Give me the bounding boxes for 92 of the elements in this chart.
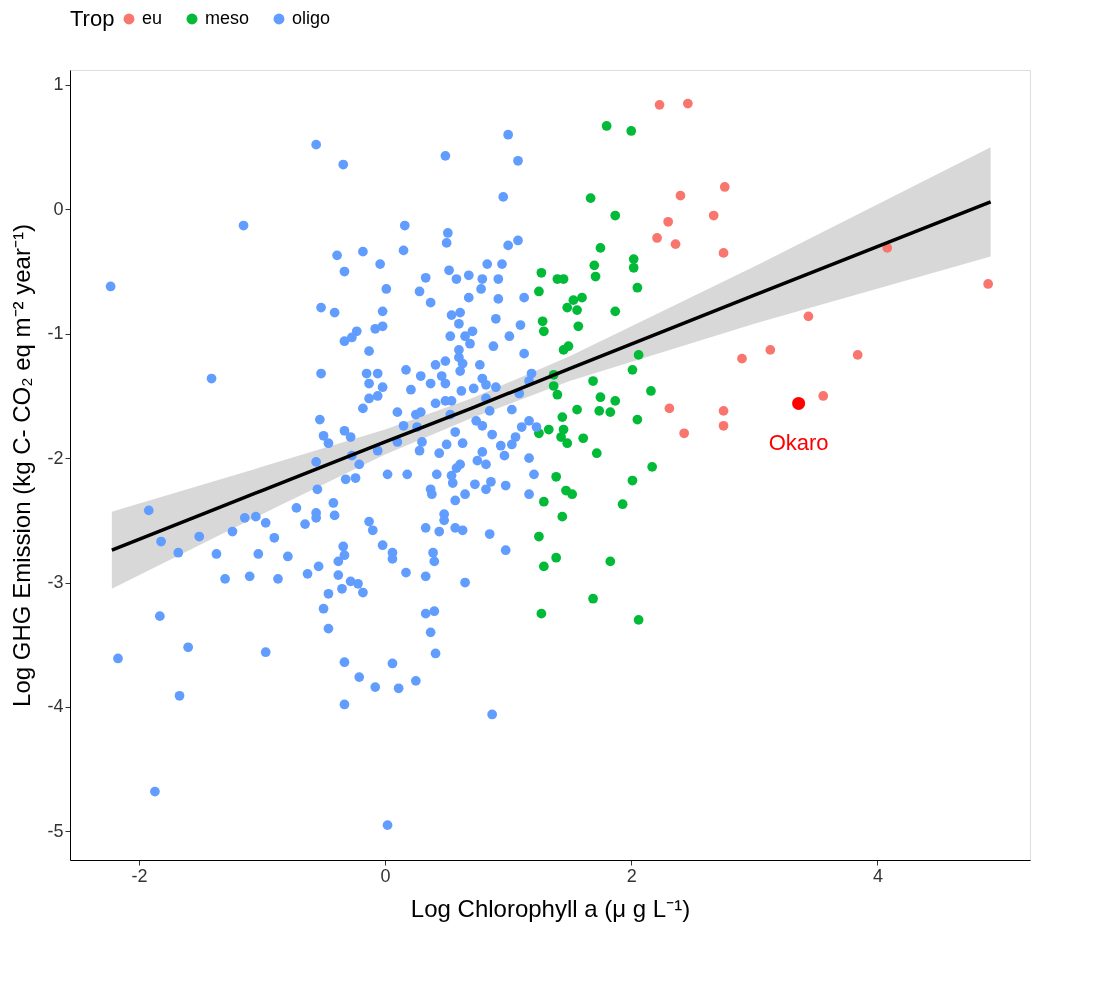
point (675, 190, 686, 201)
point (557, 511, 568, 522)
point (557, 412, 568, 422)
point (551, 552, 562, 563)
point (646, 386, 656, 396)
point (682, 98, 693, 109)
point (562, 302, 573, 313)
point (617, 499, 628, 510)
x-axis-title: Log Chlorophyll a (μ g L⁻¹) (410, 894, 691, 922)
point (632, 282, 643, 293)
point (765, 345, 776, 355)
point (647, 462, 658, 472)
legend-title: Trop (70, 6, 115, 31)
point (627, 364, 638, 375)
point (803, 311, 814, 322)
point (983, 279, 994, 289)
y-axis-title: Log GHG Emission (kg C- CO₂ eq m⁻² year⁻¹) (8, 224, 36, 707)
y-tick-label: -5 (47, 820, 64, 841)
point (594, 406, 605, 416)
legend-label: eu (142, 8, 163, 28)
line-series (110, 200, 993, 552)
point (572, 404, 582, 415)
point (536, 267, 547, 278)
point (792, 396, 806, 410)
point (818, 391, 829, 401)
point (628, 254, 639, 264)
point (595, 392, 606, 403)
point (534, 286, 544, 297)
point (556, 432, 566, 442)
point (537, 316, 548, 327)
point (852, 350, 863, 360)
point (590, 271, 601, 282)
point (572, 305, 582, 315)
annotation: Okaro (768, 430, 829, 456)
legend-label: meso (205, 8, 250, 28)
point (589, 260, 600, 271)
point (538, 496, 549, 507)
point (568, 295, 579, 306)
point (552, 389, 563, 400)
point (543, 424, 554, 435)
point (588, 376, 598, 386)
point (652, 233, 662, 243)
point (578, 433, 589, 444)
x-tick-label: -2 (131, 865, 148, 886)
point (670, 239, 681, 250)
point (562, 438, 573, 449)
point (633, 350, 644, 360)
x-tick-label: 0 (380, 865, 391, 886)
point (628, 262, 639, 273)
point (595, 243, 606, 253)
point (605, 407, 616, 417)
y-tick-label: 0 (53, 198, 64, 219)
x-tick-label: 4 (872, 865, 883, 886)
point (679, 428, 690, 439)
point (538, 561, 549, 572)
point (601, 121, 612, 131)
point (551, 471, 562, 482)
point (610, 210, 621, 221)
point (610, 396, 621, 406)
point (663, 216, 674, 227)
y-tick-label: -2 (47, 447, 64, 468)
point (632, 414, 643, 425)
point (538, 326, 549, 337)
y-tick-label: -1 (47, 323, 64, 344)
point (548, 381, 559, 391)
legend-label: oligo (292, 8, 331, 28)
point (708, 210, 719, 221)
point (567, 489, 578, 500)
y-tick-label: -3 (47, 572, 64, 593)
point (534, 531, 544, 542)
point (627, 475, 638, 486)
point (626, 126, 637, 136)
point (654, 99, 665, 110)
point (563, 341, 574, 352)
x-tick-label: 2 (626, 865, 637, 886)
y-tick-label: -4 (47, 696, 64, 717)
point (577, 292, 587, 303)
point (585, 193, 596, 204)
point (588, 593, 598, 604)
point (633, 615, 644, 625)
point (664, 403, 675, 414)
point (718, 406, 729, 416)
point (610, 306, 621, 317)
point (605, 556, 616, 567)
point (591, 448, 602, 459)
point (718, 420, 729, 431)
point (573, 321, 584, 332)
y-tick-label: 1 (53, 74, 64, 95)
point (737, 353, 747, 364)
point (536, 608, 547, 619)
point (719, 182, 730, 192)
point (718, 248, 729, 258)
